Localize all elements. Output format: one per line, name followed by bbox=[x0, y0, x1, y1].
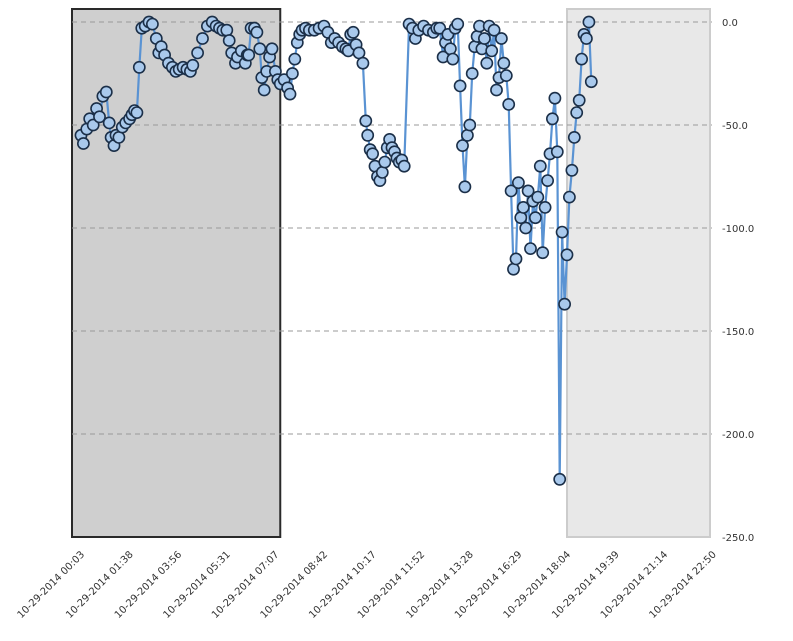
data-point bbox=[346, 25, 360, 39]
data-point bbox=[285, 67, 299, 80]
data-point bbox=[453, 79, 467, 93]
highlight-regions bbox=[71, 8, 711, 538]
y-tick-label: -250.0 bbox=[722, 533, 754, 544]
data-point bbox=[580, 32, 593, 45]
data-point bbox=[531, 190, 545, 204]
data-point bbox=[565, 163, 579, 177]
data-point bbox=[456, 139, 469, 152]
data-point bbox=[222, 34, 236, 47]
data-point bbox=[538, 200, 552, 214]
data-point bbox=[361, 128, 375, 142]
data-point bbox=[550, 145, 564, 159]
data-point bbox=[504, 184, 518, 198]
data-point bbox=[458, 180, 472, 194]
data-point bbox=[548, 91, 562, 105]
data-point bbox=[132, 60, 146, 74]
data-point bbox=[509, 252, 523, 266]
data-point bbox=[378, 155, 392, 169]
data-point bbox=[570, 106, 584, 119]
y-axis-tick-labels: 0.0 -50.0 -100.0 -150.0 -200.0 -250.0 bbox=[722, 18, 754, 544]
data-point bbox=[567, 130, 581, 144]
data-point bbox=[465, 67, 479, 80]
data-point bbox=[529, 211, 542, 225]
data-point bbox=[112, 130, 126, 144]
data-point bbox=[533, 159, 547, 173]
data-point bbox=[521, 184, 535, 198]
data-point bbox=[499, 69, 513, 82]
data-point bbox=[397, 159, 411, 173]
data-point bbox=[130, 106, 144, 119]
data-point bbox=[99, 85, 113, 99]
data-point bbox=[516, 200, 530, 214]
data-point bbox=[494, 32, 508, 45]
data-point bbox=[536, 246, 550, 260]
data-point bbox=[524, 242, 537, 255]
grid-lines bbox=[72, 21, 712, 435]
data-point bbox=[242, 48, 256, 62]
y-tick-label: -50.0 bbox=[722, 121, 748, 132]
data-point bbox=[497, 56, 511, 70]
data-point bbox=[375, 165, 389, 179]
data-point bbox=[519, 221, 533, 235]
data-point bbox=[446, 52, 460, 66]
data-point bbox=[541, 174, 554, 187]
data-point bbox=[553, 472, 567, 486]
data-point bbox=[86, 118, 100, 132]
data-point bbox=[145, 17, 159, 31]
data-point bbox=[487, 23, 501, 37]
data-point bbox=[502, 98, 516, 111]
data-point bbox=[546, 112, 559, 126]
data-point bbox=[558, 297, 571, 311]
highlight-region-2 bbox=[566, 8, 711, 538]
data-point bbox=[507, 262, 520, 276]
data-point bbox=[490, 83, 503, 97]
data-points bbox=[74, 15, 598, 486]
data-point bbox=[555, 225, 569, 239]
data-point bbox=[257, 83, 271, 97]
data-point bbox=[443, 42, 457, 56]
data-point bbox=[477, 32, 491, 45]
y-tick-label: -150.0 bbox=[722, 327, 754, 338]
data-point bbox=[485, 44, 499, 58]
y-tick-label: 0.0 bbox=[722, 18, 738, 29]
data-point bbox=[102, 116, 116, 130]
y-tick-label: -100.0 bbox=[722, 224, 754, 235]
data-point bbox=[582, 15, 596, 29]
data-point bbox=[250, 25, 264, 39]
data-point bbox=[77, 137, 90, 150]
data-point bbox=[572, 93, 586, 107]
data-point bbox=[460, 128, 474, 142]
data-point bbox=[575, 52, 588, 66]
data-point bbox=[560, 248, 574, 262]
data-point bbox=[563, 190, 576, 204]
data-point bbox=[265, 42, 279, 56]
data-point bbox=[512, 176, 525, 190]
data-point bbox=[220, 23, 234, 37]
data-point bbox=[356, 56, 370, 70]
y-tick-label: -200.0 bbox=[722, 430, 754, 441]
data-point bbox=[359, 114, 373, 128]
data-point bbox=[584, 75, 598, 89]
data-point bbox=[480, 56, 494, 70]
data-point bbox=[93, 110, 106, 124]
data-point bbox=[253, 42, 267, 56]
data-point bbox=[196, 32, 209, 45]
data-point bbox=[186, 58, 200, 72]
data-point bbox=[191, 46, 204, 60]
data-point bbox=[366, 147, 379, 161]
data-point bbox=[288, 52, 302, 66]
data-point bbox=[514, 211, 528, 225]
data-point bbox=[451, 17, 465, 31]
data-point bbox=[283, 87, 297, 101]
data-point bbox=[463, 118, 477, 132]
